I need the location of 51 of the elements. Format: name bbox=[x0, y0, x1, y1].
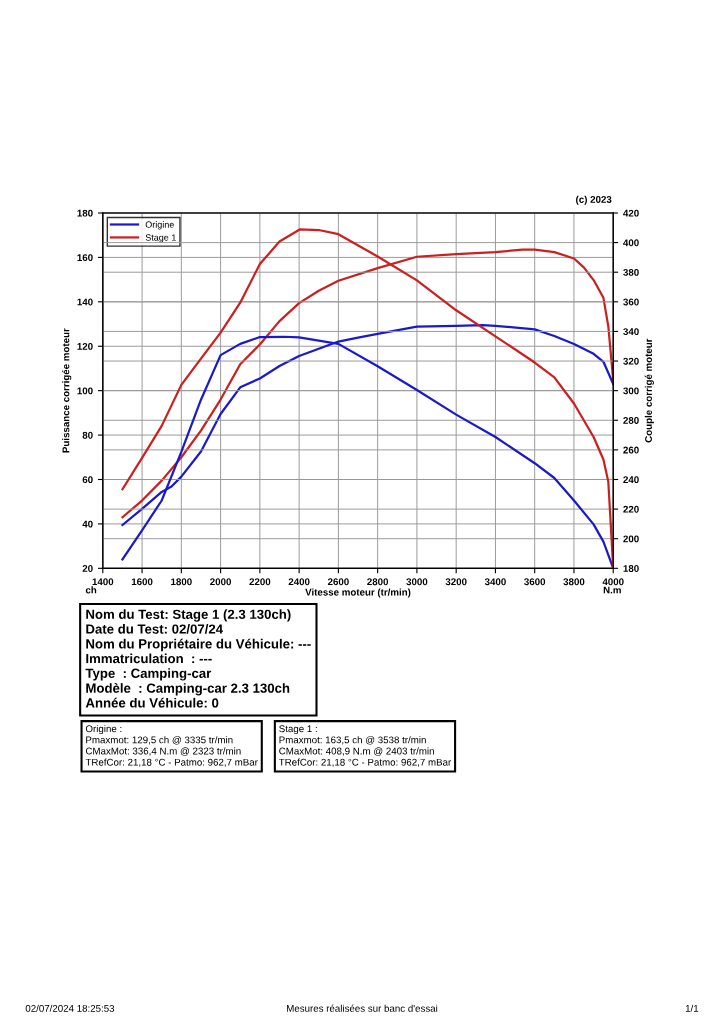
text: N.m bbox=[603, 586, 621, 594]
y-tick-label: 160 bbox=[77, 254, 93, 262]
line-series bbox=[121, 228, 614, 569]
text: Mesures réalisées sur banc d'essai bbox=[287, 1004, 438, 1012]
x-tick-label: 2200 bbox=[249, 578, 271, 586]
x-tick-label: 3600 bbox=[524, 578, 546, 586]
x-tick-label: 2600 bbox=[327, 578, 349, 586]
y2-tick-label: 400 bbox=[623, 239, 639, 247]
text: (c) 2023 bbox=[576, 195, 612, 205]
x-tick-label: 2800 bbox=[367, 578, 389, 586]
x-tick-label: 1600 bbox=[131, 578, 153, 586]
y2-tick-label: 260 bbox=[623, 446, 639, 454]
text: Nom du Test: Stage 1 (2.3 130ch) Date du Test: 02/07/24 Nom du Propriétaire du Véhicule: --- Immatriculation : --- Type : Camping-car Modèle : Camping-car 2.3 130ch Année du Véhicule: 0 bbox=[85, 609, 311, 708]
x-tick-label: 3800 bbox=[563, 578, 585, 586]
y2-tick-label: 420 bbox=[623, 209, 639, 217]
y-tick-label: 80 bbox=[82, 431, 93, 439]
text: Stage 1 : Pmaxmot: 163,5 ch @ 3538 tr/min CMaxMot: 408,9 N.m @ 2403 tr/min TRefCor: 21,18 °C - Patmo: 962,7 mBar bbox=[278, 725, 452, 767]
x-axis-title: Vitesse moteur (tr/min) bbox=[305, 588, 411, 598]
y2-tick-label: 240 bbox=[623, 476, 639, 484]
y2-tick-label: 180 bbox=[623, 565, 639, 572]
y2-tick-label: 280 bbox=[623, 417, 639, 424]
x-tick-label: 2000 bbox=[210, 578, 232, 586]
y2-tick-label: 300 bbox=[623, 387, 639, 395]
y-tick-label: 40 bbox=[82, 520, 93, 528]
text: 02/07/2024 18:25:53 bbox=[25, 1004, 115, 1012]
y2-tick-label: 360 bbox=[623, 298, 639, 306]
x-tick-label: 1800 bbox=[171, 578, 192, 586]
text: ch bbox=[85, 586, 97, 594]
y-tick-label: 60 bbox=[82, 476, 93, 484]
x-tick-label: 3400 bbox=[484, 578, 506, 586]
x-tick-label: 1400 bbox=[92, 578, 114, 586]
legend-label: Origine bbox=[145, 221, 174, 230]
y2-tick-label: 320 bbox=[623, 357, 639, 365]
y-tick-label: 20 bbox=[82, 565, 93, 572]
y-tick-label: 120 bbox=[77, 342, 93, 350]
y2-tick-label: 340 bbox=[623, 328, 639, 336]
y-tick-label: 100 bbox=[77, 387, 93, 395]
x-tick-label: 4000 bbox=[602, 578, 624, 586]
x-tick-label: 3000 bbox=[406, 578, 428, 586]
y2-tick-label: 200 bbox=[623, 535, 639, 543]
y-axis-title: Puissance corrigée moteur bbox=[62, 328, 72, 453]
x-tick-label: 3200 bbox=[445, 578, 467, 586]
text: 1/1 bbox=[685, 1004, 699, 1012]
y2-axis-title: Couple corrigé moteur bbox=[644, 338, 654, 443]
x-tick-label: 2400 bbox=[288, 578, 310, 586]
y-tick-label: 140 bbox=[77, 298, 93, 306]
legend-label: Stage 1 bbox=[145, 234, 176, 243]
y-tick-label: 180 bbox=[77, 209, 93, 217]
y2-tick-label: 380 bbox=[623, 268, 639, 276]
y2-tick-label: 220 bbox=[623, 505, 639, 513]
text: Origine : Pmaxmot: 129,5 ch @ 3335 tr/min CMaxMot: 336,4 N.m @ 2323 tr/min TRefCor: 21,18 °C - Patmo: 962,7 mBar bbox=[85, 724, 258, 767]
